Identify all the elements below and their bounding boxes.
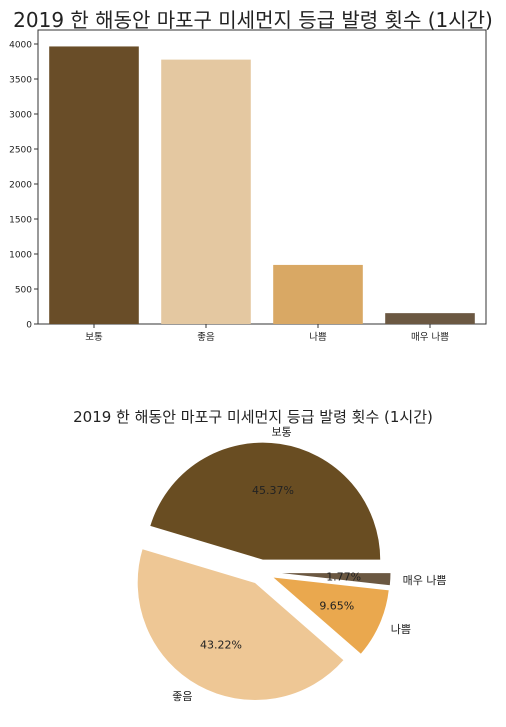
- bar: [273, 264, 363, 324]
- pie-percent-label: 43.22%: [200, 638, 242, 651]
- pie-chart-title: 2019 한 해동안 마포구 미세먼지 등급 발령 횟수 (1시간): [73, 408, 433, 426]
- bar-chart-title: 2019 한 해동안 마포구 미세먼지 등급 발령 횟수 (1시간): [13, 8, 493, 32]
- pie-category-label: 보통: [271, 426, 291, 439]
- pie-slice: [272, 572, 392, 587]
- pie-percent-label: 1.77%: [326, 571, 361, 584]
- y-tick-label: 3000: [9, 111, 32, 121]
- y-tick-label: 4000: [9, 41, 32, 51]
- y-tick-label: 2500: [9, 146, 32, 156]
- y-tick-label: 3500: [9, 76, 32, 86]
- y-tick-label: 0: [26, 321, 32, 331]
- bar: [161, 59, 251, 325]
- y-tick-label: 1000: [9, 251, 32, 261]
- x-tick-label: 매우 나쁨: [411, 332, 449, 343]
- bar-chart-canvas: 0 500 1000 1500 2000 2500 3000 3500 4000 보통 좋음 나쁨 매우…: [9, 29, 487, 343]
- pie-percent-label: 9.65%: [319, 599, 354, 612]
- pie-category-label: 좋음: [172, 690, 192, 703]
- y-tick-label: 1500: [9, 216, 32, 226]
- bar-chart: 2019 한 해동안 마포구 미세먼지 등급 발령 횟수 (1시간) 0 500 1…: [9, 8, 493, 343]
- y-tick-label: 500: [15, 286, 32, 296]
- pie-slice: [270, 576, 390, 656]
- pie-slice: [136, 548, 345, 701]
- plot-frame: [37, 29, 487, 325]
- x-tick-label: 보통: [85, 332, 103, 343]
- pie-percent-label: 45.37%: [252, 484, 294, 497]
- bar: [49, 46, 139, 324]
- bar: [385, 313, 475, 324]
- pie-category-label: 매우 나쁨: [403, 574, 447, 587]
- x-tick-label: 좋음: [197, 332, 215, 343]
- pie-chart-canvas: 45.37% 보통 43.22% 좋음 9.65% 나쁨 1.77% 매우 나쁨: [136, 426, 447, 703]
- pie-category-label: 나쁨: [391, 623, 411, 636]
- pie-chart: 2019 한 해동안 마포구 미세먼지 등급 발령 횟수 (1시간) 45.37…: [0, 380, 506, 727]
- pie-slice: [149, 441, 382, 561]
- y-tick-label: 2000: [9, 181, 32, 191]
- x-tick-label: 나쁨: [309, 332, 327, 343]
